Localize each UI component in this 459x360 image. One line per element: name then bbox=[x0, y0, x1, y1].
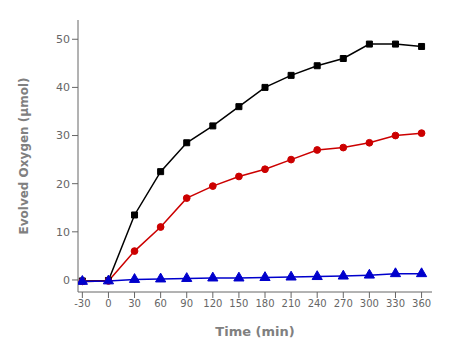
svg-text:330: 330 bbox=[386, 298, 405, 309]
svg-text:20: 20 bbox=[56, 178, 70, 191]
svg-text:60: 60 bbox=[154, 298, 167, 309]
svg-text:0: 0 bbox=[63, 274, 70, 287]
svg-text:180: 180 bbox=[255, 298, 274, 309]
svg-text:150: 150 bbox=[229, 298, 248, 309]
svg-text:Time (min): Time (min) bbox=[215, 324, 294, 339]
svg-text:-30: -30 bbox=[74, 298, 90, 309]
svg-text:30: 30 bbox=[128, 298, 141, 309]
svg-text:10: 10 bbox=[56, 226, 70, 239]
svg-text:300: 300 bbox=[360, 298, 379, 309]
svg-text:90: 90 bbox=[180, 298, 193, 309]
svg-text:0: 0 bbox=[105, 298, 111, 309]
svg-text:30: 30 bbox=[56, 129, 70, 142]
svg-text:40: 40 bbox=[56, 81, 70, 94]
svg-text:210: 210 bbox=[282, 298, 301, 309]
svg-text:270: 270 bbox=[334, 298, 353, 309]
svg-text:240: 240 bbox=[308, 298, 327, 309]
svg-text:120: 120 bbox=[203, 298, 222, 309]
svg-text:Evolved Oxygen (µmol): Evolved Oxygen (µmol) bbox=[17, 78, 31, 235]
svg-text:50: 50 bbox=[56, 33, 70, 46]
svg-text:360: 360 bbox=[412, 298, 431, 309]
